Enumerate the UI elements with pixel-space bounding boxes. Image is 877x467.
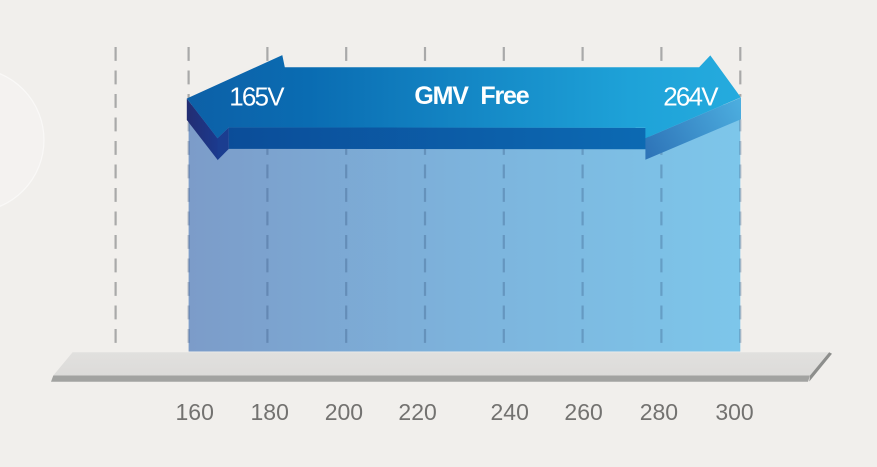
svg-text:280: 280: [640, 399, 678, 425]
svg-text:GMV Free: GMV Free: [414, 82, 529, 110]
svg-text:260: 260: [564, 399, 602, 425]
svg-text:165V: 165V: [229, 81, 285, 111]
svg-text:264V: 264V: [663, 82, 719, 112]
svg-text:200: 200: [325, 399, 363, 425]
svg-text:240: 240: [491, 399, 529, 425]
svg-text:160: 160: [176, 399, 214, 425]
svg-text:220: 220: [398, 399, 436, 425]
svg-text:300: 300: [715, 399, 753, 425]
svg-text:180: 180: [251, 399, 289, 425]
